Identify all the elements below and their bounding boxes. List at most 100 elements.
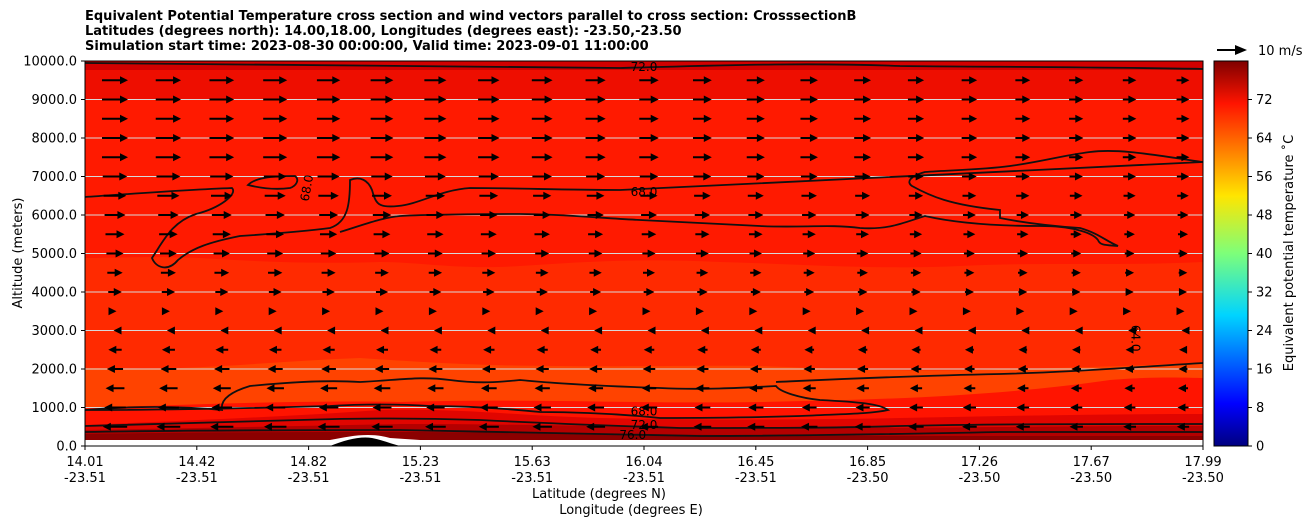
wind-vector-head: [331, 172, 340, 181]
wind-vector-head: [535, 365, 544, 373]
wind-vector-head: [699, 288, 708, 296]
wind-vector-head: [703, 76, 712, 85]
wind-vector-head: [964, 345, 973, 354]
wind-vector-head: [540, 326, 549, 335]
wind-vector-head: [1022, 95, 1031, 104]
wind-vector-head: [965, 288, 974, 296]
y-tick-label: 7000.0: [32, 170, 78, 185]
wind-vector-head: [749, 307, 758, 316]
wind-vector-head: [427, 384, 436, 393]
wind-vector-head: [807, 230, 816, 239]
wind-vector-head: [279, 134, 288, 142]
wind-vector-head: [544, 153, 553, 162]
chart-title: Equivalent Potential Temperature cross s…: [85, 9, 856, 54]
wind-vector-head: [322, 307, 331, 316]
wind-vector-head: [1178, 288, 1187, 296]
wind-vector-head: [1074, 211, 1083, 219]
wind-vector-head: [167, 268, 176, 277]
wind-vector-head: [703, 95, 712, 104]
colorbar-tick-label: 24: [1256, 324, 1273, 339]
wind-vector-head: [491, 153, 500, 162]
wind-vector-head: [438, 76, 447, 85]
title-line-2: Latitudes (degrees north): 14.00,18.00, …: [85, 24, 682, 39]
wind-vector-head: [263, 422, 272, 431]
wind-vector-head: [862, 191, 871, 200]
x-tick-label-lon: -23.50: [1182, 471, 1224, 486]
x-tick-label-lon: -23.50: [958, 471, 1000, 486]
wind-vector-head: [1021, 172, 1030, 181]
wind-vector-head: [863, 153, 872, 162]
wind-vector-head: [120, 114, 128, 123]
y-tick-label: 6000.0: [32, 209, 78, 224]
wind-vector-head: [226, 95, 235, 104]
wind-vector-head: [800, 422, 809, 431]
wind-vector-head: [586, 422, 595, 431]
wind-vector-head: [1071, 365, 1080, 373]
wind-vector-head: [157, 403, 166, 412]
wind-vector-head: [438, 153, 447, 162]
wind-vector-head: [1073, 230, 1082, 239]
wind-vector-head: [329, 230, 338, 239]
wind-vector-head: [807, 249, 816, 258]
wind-vector-head: [120, 95, 128, 104]
wind-vector-head: [1179, 249, 1188, 258]
wind-vector-head: [437, 191, 446, 200]
wind-vector-head: [703, 153, 712, 162]
wind-vector-head: [855, 403, 864, 412]
wind-vector-head: [382, 230, 391, 239]
wind-vector-head: [120, 134, 128, 142]
wind-vector-head: [588, 384, 597, 393]
wind-vector-head: [483, 345, 492, 354]
x-tick-label-lat: 14.82: [290, 455, 327, 470]
wind-vector-head: [542, 211, 551, 219]
wind-vector-head: [700, 249, 709, 258]
wind-vector-head: [809, 134, 818, 142]
wind-vector-head: [801, 403, 810, 412]
wind-vector-head: [964, 365, 973, 373]
colorbar-label: Equivalent potential temperature ˚C: [1281, 135, 1297, 371]
wind-vector-head: [105, 384, 114, 393]
wind-vector-head: [967, 211, 976, 219]
wind-vector-head: [1075, 95, 1084, 104]
wind-vector-head: [650, 172, 659, 181]
wind-vector-head: [809, 114, 818, 123]
wind-vector-head: [108, 345, 117, 354]
wind-vector-head: [854, 422, 863, 431]
wind-vector-head: [1015, 422, 1024, 431]
wind-vector-head: [747, 422, 756, 431]
wind-vector-head: [1181, 76, 1190, 85]
wind-vector-head: [433, 288, 442, 296]
wind-vector-head: [113, 288, 122, 296]
wind-vector-head: [1179, 345, 1188, 354]
wind-vector-head: [173, 134, 182, 142]
wind-vector-head: [279, 114, 288, 123]
wind-vector-head: [756, 153, 765, 162]
wind-vector-head: [169, 230, 178, 239]
wind-vector-head: [693, 422, 702, 431]
wind-vector-head: [1128, 172, 1137, 181]
wind-vector-head: [276, 230, 285, 239]
wind-vector-head: [1018, 345, 1027, 354]
wind-vector-head: [597, 153, 606, 162]
wind-vector-head: [863, 95, 872, 104]
wind-vector-head: [544, 134, 553, 142]
wind-vector-head: [1125, 345, 1134, 354]
wind-vector-head: [478, 422, 487, 431]
wind-vector-head: [860, 249, 869, 258]
y-tick-label: 9000.0: [32, 93, 78, 108]
wind-vector-head: [650, 153, 659, 162]
wind-vector-head: [487, 268, 496, 277]
wind-vector-head: [1177, 403, 1186, 412]
wind-vector-head: [375, 307, 384, 316]
wind-vector-head: [1072, 345, 1081, 354]
contour-label: 72.0: [631, 60, 658, 74]
wind-vector-head: [750, 345, 759, 354]
wind-vector-head: [108, 307, 117, 316]
wind-vector-head: [597, 76, 606, 85]
wind-vector-head: [317, 422, 326, 431]
wind-vector-head: [859, 288, 868, 296]
colorbar-tick-label: 32: [1256, 286, 1273, 301]
wind-vector-head: [1019, 288, 1028, 296]
wind-vector-head: [434, 268, 443, 277]
wind-vector-head: [220, 288, 229, 296]
